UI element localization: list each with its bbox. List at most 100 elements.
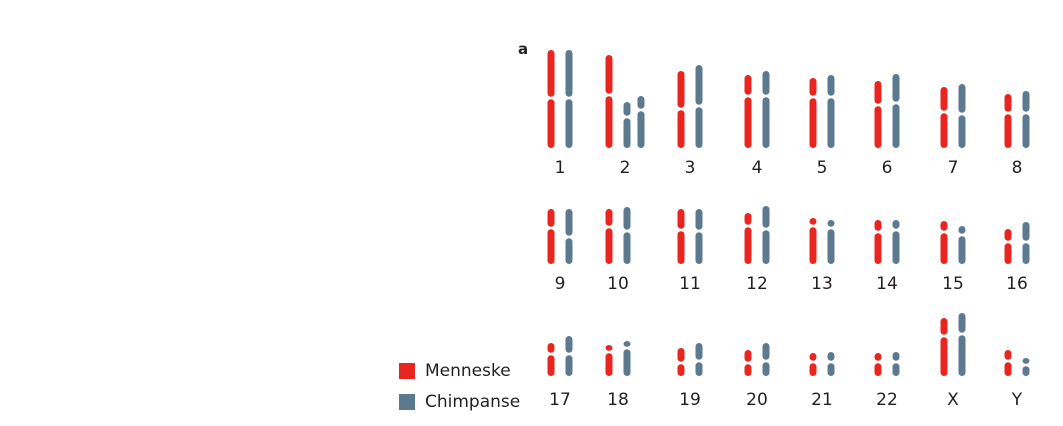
chromosome-2-chimpanzee-a-upper-arm <box>623 102 631 116</box>
chromosome-x-chimpanzee-lower-arm <box>958 335 966 376</box>
chromosome-8-human-lower-arm <box>1004 114 1012 148</box>
chromosome-y-human <box>1004 350 1012 376</box>
chromosome-y-chimpanzee-upper-arm <box>1022 358 1030 364</box>
chromosome-17-chimpanzee-upper-arm <box>565 336 573 353</box>
chromosome-10-human <box>605 209 613 264</box>
chromosome-15-human-lower-arm <box>940 233 948 264</box>
chromosome-12-human <box>744 213 752 264</box>
chromosome-4-human-upper-arm <box>744 75 752 95</box>
chromosome-13-chimpanzee <box>827 220 835 264</box>
chromosome-10-chimpanzee <box>623 207 631 264</box>
chromosome-3-human-lower-arm <box>677 110 685 148</box>
chromosome-12-chimpanzee-lower-arm <box>762 230 770 264</box>
chromosome-16-human-lower-arm <box>1004 243 1012 264</box>
chromosome-8-chimpanzee-lower-arm <box>1022 114 1030 148</box>
chromosome-9-chimpanzee <box>565 209 573 264</box>
chromosome-19-chimpanzee <box>695 343 703 376</box>
chromosome-7-human-upper-arm <box>940 87 948 111</box>
chromosome-4-chimpanzee-upper-arm <box>762 71 770 95</box>
chromosome-2-human-upper-arm <box>605 55 613 94</box>
chromosome-14-human <box>874 220 882 264</box>
legend-swatch-chimpanzee <box>399 394 415 410</box>
chromosome-x-human <box>940 318 948 376</box>
chromosome-13-chimpanzee-upper-arm <box>827 220 835 227</box>
chromosome-13-human <box>809 218 817 264</box>
chromosome-label-15: 15 <box>942 274 964 294</box>
chromosome-2-chimpanzee-b <box>637 96 645 148</box>
chromosome-17-chimpanzee-lower-arm <box>565 355 573 376</box>
chromosome-2-chimpanzee-b-lower-arm <box>637 111 645 148</box>
chromosome-5-human <box>809 78 817 148</box>
chromosome-label-11: 11 <box>679 274 701 294</box>
chromosome-8-chimpanzee-upper-arm <box>1022 91 1030 112</box>
chromosome-14-chimpanzee-lower-arm <box>892 231 900 264</box>
chromosome-18-human-upper-arm <box>605 345 613 351</box>
chromosome-9-human-upper-arm <box>547 209 555 227</box>
chromosome-7-human-lower-arm <box>940 113 948 148</box>
chromosome-20-chimpanzee <box>762 343 770 376</box>
chromosome-15-chimpanzee <box>958 226 966 264</box>
chromosome-15-human-upper-arm <box>940 221 948 231</box>
chromosome-6-chimpanzee-lower-arm <box>892 104 900 148</box>
chromosome-19-chimpanzee-upper-arm <box>695 343 703 360</box>
chromosome-5-chimpanzee-upper-arm <box>827 75 835 96</box>
chromosome-17-chimpanzee <box>565 336 573 376</box>
chromosome-label-5: 5 <box>817 158 828 178</box>
chromosome-19-chimpanzee-lower-arm <box>695 362 703 376</box>
chromosome-22-human <box>874 353 882 376</box>
chromosome-16-human-upper-arm <box>1004 229 1012 241</box>
chromosome-15-human <box>940 221 948 264</box>
chromosome-21-human-lower-arm <box>809 363 817 376</box>
chromosome-label-19: 19 <box>679 390 701 410</box>
panel-label: a <box>518 40 529 58</box>
chromosome-18-chimpanzee <box>623 341 631 376</box>
chromosome-x-chimpanzee <box>958 313 966 376</box>
chromosome-label-17: 17 <box>549 390 571 410</box>
chromosome-3-chimpanzee-lower-arm <box>695 107 703 148</box>
chromosome-13-human-upper-arm <box>809 218 817 225</box>
legend-item-chimpanzee: Chimpanse <box>399 391 520 413</box>
chromosome-5-chimpanzee-lower-arm <box>827 98 835 148</box>
chromosome-10-human-upper-arm <box>605 209 613 226</box>
chromosome-13-human-lower-arm <box>809 227 817 264</box>
chromosome-7-chimpanzee <box>958 84 966 148</box>
chromosome-15-chimpanzee-lower-arm <box>958 236 966 264</box>
chromosome-22-human-upper-arm <box>874 353 882 361</box>
chromosome-16-chimpanzee-upper-arm <box>1022 222 1030 241</box>
chromosome-14-human-upper-arm <box>874 220 882 231</box>
chromosome-8-human <box>1004 94 1012 148</box>
chromosome-1-chimpanzee-upper-arm <box>565 50 573 97</box>
chromosome-9-human-lower-arm <box>547 229 555 264</box>
chromosome-17-human-upper-arm <box>547 343 555 353</box>
chromosome-label-21: 21 <box>811 390 833 410</box>
chromosome-2-human <box>605 55 613 148</box>
chromosome-14-chimpanzee <box>892 220 900 264</box>
chromosome-label-14: 14 <box>876 274 898 294</box>
legend-swatch-human <box>399 363 415 379</box>
chromosome-2-chimpanzee-a <box>623 102 631 148</box>
chromosome-2-chimpanzee-b-upper-arm <box>637 96 645 109</box>
chromosome-y-human-upper-arm <box>1004 350 1012 360</box>
chromosome-y-chimpanzee <box>1022 358 1030 376</box>
chromosome-14-chimpanzee-upper-arm <box>892 220 900 229</box>
chromosome-22-chimpanzee-upper-arm <box>892 352 900 361</box>
chromosome-11-chimpanzee <box>695 209 703 264</box>
chromosome-5-human-upper-arm <box>809 78 817 96</box>
chromosome-20-chimpanzee-lower-arm <box>762 362 770 376</box>
chromosome-16-chimpanzee-lower-arm <box>1022 243 1030 264</box>
chromosome-20-chimpanzee-upper-arm <box>762 343 770 360</box>
chromosome-9-chimpanzee-upper-arm <box>565 209 573 236</box>
chromosome-label-10: 10 <box>607 274 629 294</box>
legend-label-chimpanzee: Chimpanse <box>425 392 521 412</box>
chromosome-8-human-upper-arm <box>1004 94 1012 112</box>
chromosome-label-2: 2 <box>620 158 631 178</box>
chromosome-6-human <box>874 81 882 148</box>
chromosome-12-human-lower-arm <box>744 227 752 264</box>
chromosome-label-4: 4 <box>752 158 763 178</box>
chromosome-18-chimpanzee-lower-arm <box>623 349 631 376</box>
chromosome-9-human <box>547 209 555 264</box>
chromosome-7-chimpanzee-upper-arm <box>958 84 966 113</box>
chromosome-20-human-lower-arm <box>744 364 752 376</box>
chromosome-label-20: 20 <box>746 390 768 410</box>
